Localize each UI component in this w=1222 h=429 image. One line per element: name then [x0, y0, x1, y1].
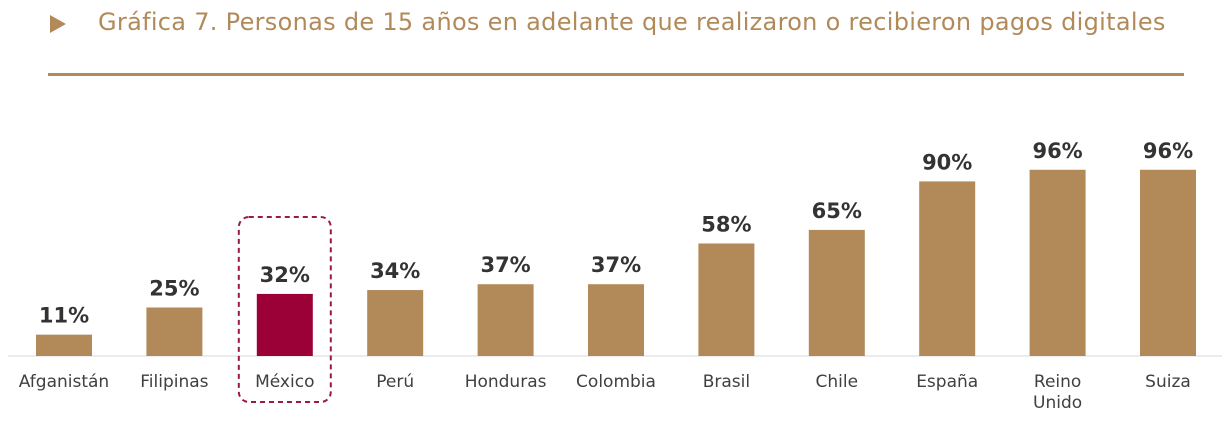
data-label: 65%: [812, 199, 862, 223]
data-label: 25%: [149, 277, 199, 301]
triangle-right-icon: [50, 15, 66, 33]
data-label: 34%: [370, 259, 420, 283]
bar: [1029, 169, 1086, 356]
bar: [146, 307, 203, 356]
x-tick-label: Colombia: [576, 372, 656, 392]
data-label: 90%: [922, 150, 972, 174]
x-tick-label: Reino: [1034, 372, 1081, 392]
data-label: 96%: [1032, 139, 1082, 163]
data-label: 37%: [480, 253, 530, 277]
x-tick-label: España: [916, 372, 978, 392]
x-tick-label: Afganistán: [19, 372, 109, 392]
x-tick-label: Chile: [816, 372, 859, 392]
title-underline: [48, 73, 1184, 76]
bar: [808, 229, 865, 356]
bar: [698, 243, 755, 356]
bar: [919, 181, 976, 356]
bar: [588, 284, 644, 356]
x-tick-label: Unido: [1033, 393, 1082, 413]
data-label: 37%: [591, 253, 641, 277]
x-tick-label: Perú: [376, 372, 414, 392]
data-label: 32%: [260, 263, 310, 287]
bar: [1140, 169, 1196, 356]
x-tick-label: Suiza: [1145, 372, 1191, 392]
x-tick-label: México: [255, 372, 314, 392]
bar: [256, 293, 313, 356]
x-tick-label: Brasil: [703, 372, 750, 392]
highlight-box: [237, 216, 332, 403]
data-label: 58%: [701, 212, 751, 236]
bar: [477, 284, 534, 356]
data-label: 11%: [39, 304, 89, 328]
x-tick-label: Filipinas: [140, 372, 208, 392]
x-tick-label: Honduras: [465, 372, 547, 392]
chart-title: Gráfica 7. Personas de 15 años en adelan…: [98, 8, 1166, 36]
bar: [36, 334, 92, 356]
bar: [367, 290, 424, 356]
data-label: 96%: [1143, 139, 1193, 163]
